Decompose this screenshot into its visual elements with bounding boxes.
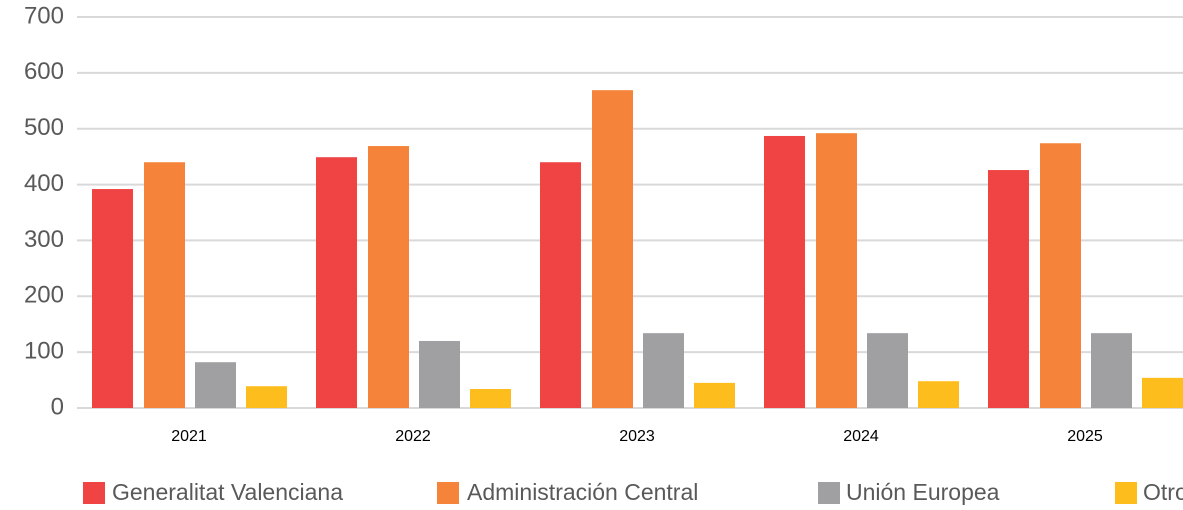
y-tick-label: 400 (24, 170, 64, 197)
bar (816, 133, 857, 408)
y-tick-label: 300 (24, 226, 64, 253)
y-tick-label: 100 (24, 337, 64, 364)
bar (144, 162, 185, 408)
bar (694, 382, 735, 408)
bar (988, 170, 1029, 408)
bar (195, 362, 236, 408)
y-tick-label: 600 (24, 58, 64, 85)
bar (92, 189, 133, 408)
bar (1142, 377, 1183, 408)
y-tick-label: 0 (51, 393, 64, 420)
x-tick-label: 2022 (395, 428, 431, 445)
bar (1040, 143, 1081, 409)
bar (368, 146, 409, 408)
legend-swatch (818, 482, 840, 504)
x-tick-label: 2025 (1067, 428, 1103, 445)
bar (540, 162, 581, 408)
x-tick-label: 2023 (619, 428, 655, 445)
x-tick-label: 2024 (843, 428, 879, 445)
bar (592, 90, 633, 409)
legend-swatch (1115, 482, 1137, 504)
y-tick-label: 700 (24, 2, 64, 29)
legend-label: Unión Europea (846, 479, 1000, 505)
bar (918, 381, 959, 408)
bar (246, 386, 287, 408)
legend-label: Administración Central (467, 479, 698, 505)
y-tick-label: 200 (24, 282, 64, 309)
legend-swatch (83, 482, 105, 504)
y-tick-label: 500 (24, 114, 64, 141)
bar (470, 389, 511, 408)
bar (1091, 333, 1132, 408)
legend-label: Otros (1143, 479, 1183, 505)
bar (764, 135, 805, 408)
bar (316, 157, 357, 408)
legend-label: Generalitat Valenciana (112, 479, 343, 505)
legend-swatch (437, 482, 459, 504)
bar (419, 340, 460, 408)
bar (867, 333, 908, 408)
bar (643, 333, 684, 408)
x-tick-label: 2021 (171, 428, 207, 445)
